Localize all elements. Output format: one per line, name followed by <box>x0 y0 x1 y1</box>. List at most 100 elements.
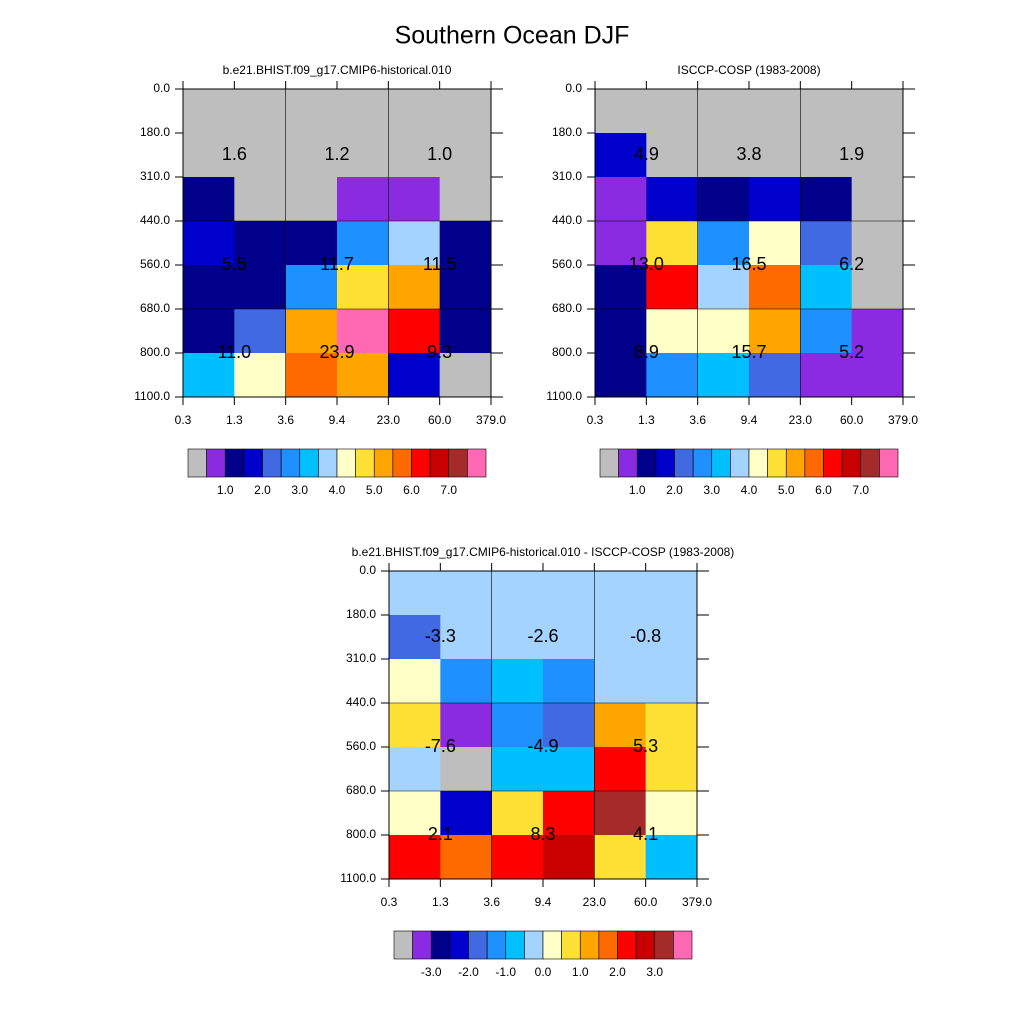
block-annotation: 5.3 <box>633 736 658 756</box>
cell <box>439 265 492 310</box>
x-tick-label: 23.0 <box>789 413 813 427</box>
colorbar-tick-label: 6.0 <box>403 483 420 497</box>
x-tick-label: 1.3 <box>432 895 449 909</box>
cell <box>491 791 544 836</box>
x-tick-label: 9.4 <box>329 413 346 427</box>
x-tick-label: 60.0 <box>634 895 658 909</box>
cell <box>337 89 389 134</box>
cell <box>183 221 235 266</box>
cell <box>851 89 904 134</box>
y-tick-label: 440.0 <box>552 213 582 227</box>
cell <box>183 309 235 354</box>
block-annotation: 11.5 <box>423 254 457 274</box>
x-tick-label: 379.0 <box>682 895 712 909</box>
colorbar-tick-label: 1.0 <box>572 965 589 979</box>
colorbar-tick-label: 7.0 <box>440 483 457 497</box>
cell <box>595 177 647 222</box>
cell <box>543 571 595 616</box>
colorbar-tick-label: 1.0 <box>217 483 234 497</box>
x-tick-label: 379.0 <box>888 413 918 427</box>
colorbar-box <box>599 448 619 478</box>
colorbar-box <box>711 448 731 478</box>
cell <box>388 133 441 178</box>
colorbar-box <box>860 448 880 478</box>
cell <box>851 221 904 266</box>
y-tick-label: 1100.0 <box>134 389 170 403</box>
x-tick-label: 23.0 <box>583 895 607 909</box>
colorbar-box <box>280 448 301 478</box>
cell <box>388 89 441 134</box>
block-annotation: 23.9 <box>319 342 354 362</box>
colorbar-tick-label: 4.0 <box>329 483 346 497</box>
cell <box>594 571 647 616</box>
cell <box>388 265 441 310</box>
block-annotation: 1.9 <box>839 144 864 164</box>
cell <box>749 265 801 310</box>
colorbar-box <box>468 930 488 960</box>
panel-title: b.e21.BHIST.f09_g17.CMIP6-historical.010… <box>352 545 735 559</box>
colorbar-box <box>187 448 207 478</box>
x-tick-label: 3.6 <box>483 895 500 909</box>
panel-title: ISCCP-COSP (1983-2008) <box>677 63 820 77</box>
cell <box>645 571 698 616</box>
cell <box>594 659 647 704</box>
cell <box>594 747 647 792</box>
cell <box>439 89 492 134</box>
colorbar-box <box>486 930 507 960</box>
cell <box>337 221 389 266</box>
cell <box>595 309 647 354</box>
figure-title: Southern Ocean DJF <box>395 22 630 50</box>
cell <box>234 309 287 354</box>
colorbar-box <box>617 930 637 960</box>
cell <box>439 177 492 222</box>
cell <box>800 265 853 310</box>
x-tick-label: 9.4 <box>535 895 552 909</box>
block-annotation: -7.6 <box>425 736 456 756</box>
cell <box>646 309 699 354</box>
cell <box>388 177 441 222</box>
cell <box>183 89 235 134</box>
colorbar-box <box>655 448 675 478</box>
y-tick-label: 800.0 <box>552 345 582 359</box>
y-tick-label: 180.0 <box>140 125 170 139</box>
cell <box>440 571 493 616</box>
cell <box>388 353 441 398</box>
colorbar-box <box>448 448 468 478</box>
colorbar-tick-label: 3.0 <box>646 965 663 979</box>
colorbar-box <box>393 930 413 960</box>
y-tick-label: 180.0 <box>346 607 376 621</box>
colorbar-tick-label: 6.0 <box>815 483 832 497</box>
x-tick-label: 1.3 <box>638 413 655 427</box>
x-tick-label: 0.3 <box>175 413 192 427</box>
cell <box>440 703 493 748</box>
cell <box>440 615 493 660</box>
block-annotation: 15.7 <box>731 342 766 362</box>
cell <box>749 133 801 178</box>
colorbar-box <box>524 930 544 960</box>
colorbar-box <box>467 448 487 478</box>
block-annotation: 5.5 <box>222 254 247 274</box>
cell <box>285 353 338 398</box>
y-tick-label: 0.0 <box>153 81 170 95</box>
cell <box>234 353 287 398</box>
cell <box>234 133 287 178</box>
cell <box>697 177 750 222</box>
colorbar-tick-label: 4.0 <box>741 483 758 497</box>
cell <box>646 221 699 266</box>
panel-title: b.e21.BHIST.f09_g17.CMIP6-historical.010 <box>223 63 452 77</box>
cell <box>595 353 647 398</box>
cell <box>337 309 389 354</box>
cell <box>388 309 441 354</box>
colorbar-box <box>318 448 338 478</box>
cell <box>594 703 647 748</box>
cell <box>800 177 853 222</box>
colorbar-box <box>429 448 450 478</box>
colorbar-box <box>823 448 843 478</box>
cell <box>234 221 287 266</box>
x-tick-label: 23.0 <box>377 413 401 427</box>
y-tick-label: 1100.0 <box>340 871 376 885</box>
cell <box>285 177 338 222</box>
cell <box>646 89 699 134</box>
block-annotation: -4.9 <box>527 736 558 756</box>
